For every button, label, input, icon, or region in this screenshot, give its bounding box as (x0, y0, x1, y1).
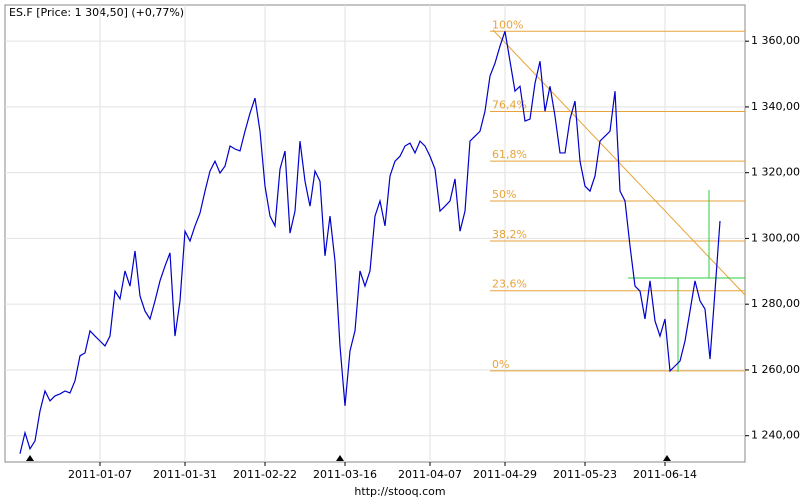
y-tick-label: 1 320,00 (751, 166, 800, 179)
y-tick-label: 1 240,00 (751, 429, 800, 442)
y-tick-label: 1 300,00 (751, 231, 800, 244)
fib-label: 100% (492, 18, 523, 31)
x-tick-label: 2011-03-16 (313, 468, 377, 481)
fib-label: 0% (492, 358, 509, 371)
y-tick-label: 1 260,00 (751, 363, 800, 376)
x-tick-label: 2011-02-22 (233, 468, 297, 481)
x-tick-label: 2011-05-23 (553, 468, 617, 481)
x-tick-label: 2011-04-07 (398, 468, 462, 481)
x-tick-label: 2011-06-14 (633, 468, 697, 481)
y-tick-label: 1 340,00 (751, 100, 800, 113)
footer: http://stooq.com (354, 485, 445, 498)
x-tick-label: 2011-01-07 (68, 468, 132, 481)
fib-label: 61,8% (492, 148, 527, 161)
chart-title: ES.F [Price: 1 304,50] (+0,77%) (9, 6, 184, 19)
fib-label: 50% (492, 188, 516, 201)
price-line (19, 31, 721, 454)
marker (663, 455, 671, 461)
x-tick-label: 2011-01-31 (153, 468, 217, 481)
fib-label: 76,4% (492, 99, 527, 112)
fib-label: 23,6% (492, 278, 527, 291)
plot-area (4, 4, 746, 463)
y-tick-label: 1 360,00 (751, 34, 800, 47)
marker (26, 455, 34, 461)
fib-label: 38,2% (492, 228, 527, 241)
marker (336, 455, 344, 461)
x-tick-label: 2011-04-29 (473, 468, 537, 481)
y-tick-label: 1 280,00 (751, 297, 800, 310)
